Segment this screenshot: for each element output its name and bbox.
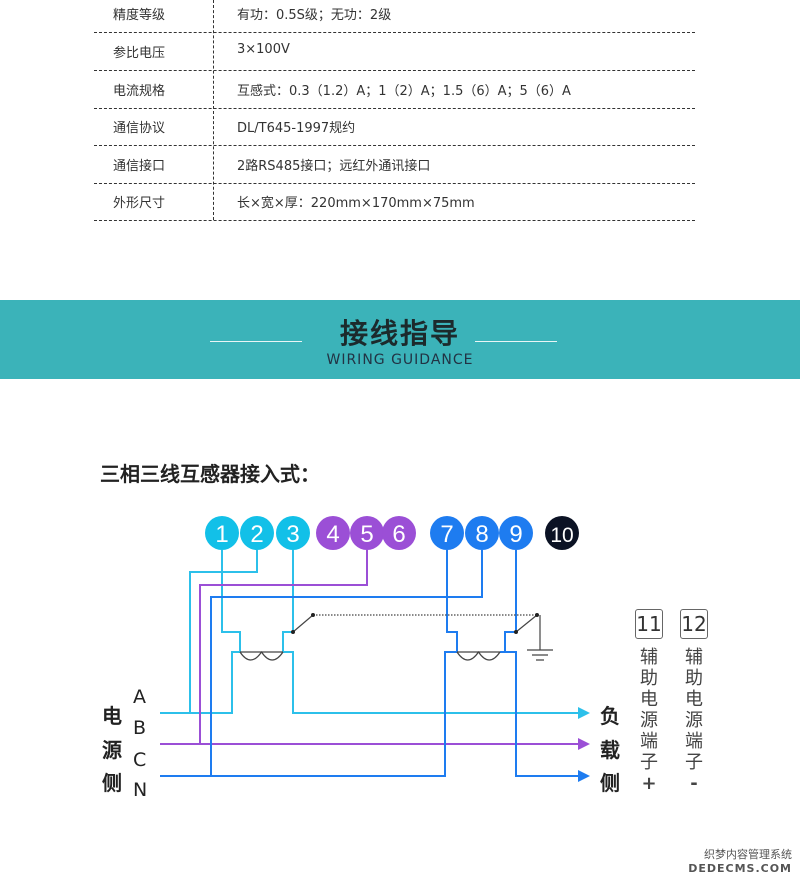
terminal-8: [465, 516, 499, 550]
wire-terminal-8: [210, 550, 483, 776]
wire-terminal-5: [199, 550, 368, 744]
wire-phase-a-in: [160, 651, 240, 714]
wire-terminal-1: [221, 550, 241, 652]
watermark: 织梦内容管理系统 DEDECMS.COM: [688, 846, 792, 875]
aux-label-minus: 辅助电源端子-: [684, 647, 704, 794]
aux-char: 端: [685, 731, 703, 752]
terminal-6: [382, 516, 416, 550]
terminal-number: 6: [392, 521, 405, 548]
terminal-number: 5: [360, 521, 373, 548]
aux-char: 端: [640, 731, 658, 752]
section-header: 接线指导 WIRING GUIDANCE: [0, 300, 800, 379]
phase-n-label: N: [133, 779, 148, 801]
watermark-line-2: DEDECMS.COM: [688, 862, 792, 875]
aux-char: 电: [640, 689, 658, 710]
terminal-12-box: 12: [680, 609, 708, 639]
spec-value: 有功：0.5S级；无功：2级: [237, 8, 392, 23]
aux-char: 助: [685, 668, 703, 689]
load-side-2: 载: [600, 738, 620, 762]
terminal-9: [499, 516, 533, 550]
terminal-4: [316, 516, 350, 550]
aux-char: 源: [685, 710, 703, 731]
source-side-3: 侧: [102, 771, 122, 795]
spec-value: 互感式：0.3（1.2）A；1（2）A；1.5（6）A；5（6）A: [237, 83, 571, 99]
divider-left: [210, 341, 302, 342]
spec-value: 2路RS485接口；远红外通讯接口: [237, 158, 431, 174]
terminal-number: 3: [286, 521, 299, 548]
terminal-number: 7: [440, 521, 453, 548]
section-title: 接线指导: [339, 317, 460, 350]
wire-terminal-9: [504, 550, 517, 652]
load-side-3: 侧: [600, 771, 620, 795]
terminal-number: 10: [550, 524, 573, 547]
terminal-number: 4: [326, 521, 339, 548]
aux-char: 子: [640, 752, 658, 773]
aux-char: 电: [685, 689, 703, 710]
phase-a-label: A: [133, 686, 146, 708]
wire-terminal-2: [189, 550, 258, 713]
phase-b-label: B: [133, 717, 147, 739]
terminal-11-box: 11: [635, 609, 663, 639]
spec-value: 长×宽×厚：220mm×170mm×75mm: [237, 196, 475, 212]
column-divider: [213, 0, 214, 220]
source-side-2: 源: [102, 738, 122, 762]
aux-sign: +: [641, 773, 657, 794]
terminal-10: [545, 516, 579, 550]
diagram-heading: 三相三线互感器接入式：: [100, 462, 320, 486]
source-side-1: 电: [102, 704, 122, 728]
terminal-5: [350, 516, 384, 550]
aux-label-plus: 辅助电源端子 +: [639, 647, 659, 794]
arrow-a-icon: [578, 707, 590, 719]
spec-label: 通信协议: [113, 121, 166, 137]
arrow-b-icon: [578, 738, 590, 750]
switch-1: [292, 614, 314, 633]
wire-phase-n-in: [160, 651, 457, 777]
terminal-7: [430, 516, 464, 550]
terminal-1: [205, 516, 239, 550]
aux-char: 辅: [685, 647, 703, 668]
terminal-2: [240, 516, 274, 550]
spec-row: 电流规格 互感式：0.3（1.2）A；1（2）A；1.5（6）A；5（6）A: [94, 70, 695, 109]
spec-label: 精度等级: [113, 8, 166, 23]
spec-row: 通信协议 DL/T645-1997规约: [94, 107, 695, 147]
wire-phase-n-out: [500, 651, 578, 777]
spec-label: 通信接口: [113, 158, 166, 174]
arrow-n-icon: [578, 770, 590, 782]
spec-row: 参比电压 3×100V: [94, 32, 695, 71]
ground-icon: [527, 615, 553, 661]
section-subtitle: WIRING GUIDANCE: [326, 352, 474, 368]
aux-sign: -: [690, 773, 698, 794]
aux-char: 助: [640, 668, 658, 689]
wire-phase-a-out: [283, 651, 578, 714]
terminal-number: 8: [475, 521, 488, 548]
wire-terminal-3: [282, 550, 294, 652]
watermark-line-1: 织梦内容管理系统: [704, 848, 792, 861]
terminal-number: 2: [250, 521, 263, 548]
ct-coil-1: [239, 650, 284, 661]
aux-char: 源: [640, 710, 658, 731]
spec-label: 参比电压: [113, 46, 166, 61]
terminal-number: 9: [509, 521, 522, 548]
spec-label: 外形尺寸: [113, 196, 166, 212]
aux-char: 子: [685, 752, 703, 773]
spec-row: 外形尺寸 长×宽×厚：220mm×170mm×75mm: [94, 182, 695, 222]
aux-char: 辅: [640, 647, 658, 668]
spec-value: 3×100V: [237, 42, 290, 57]
spec-row: 精度等级 有功：0.5S级；无功：2级: [94, 0, 695, 33]
terminal-number: 1: [215, 521, 228, 548]
ct-coil-2: [456, 650, 501, 661]
terminal-3: [276, 516, 310, 550]
phase-c-label: C: [133, 749, 147, 771]
switch-2: [515, 614, 538, 633]
load-side-1: 负: [600, 704, 620, 728]
spec-row: 通信接口 2路RS485接口；远红外通讯接口: [94, 145, 695, 184]
divider-right: [475, 341, 557, 342]
wire-terminal-7: [446, 550, 458, 652]
spec-label: 电流规格: [113, 83, 166, 99]
spec-value: DL/T645-1997规约: [237, 121, 356, 137]
